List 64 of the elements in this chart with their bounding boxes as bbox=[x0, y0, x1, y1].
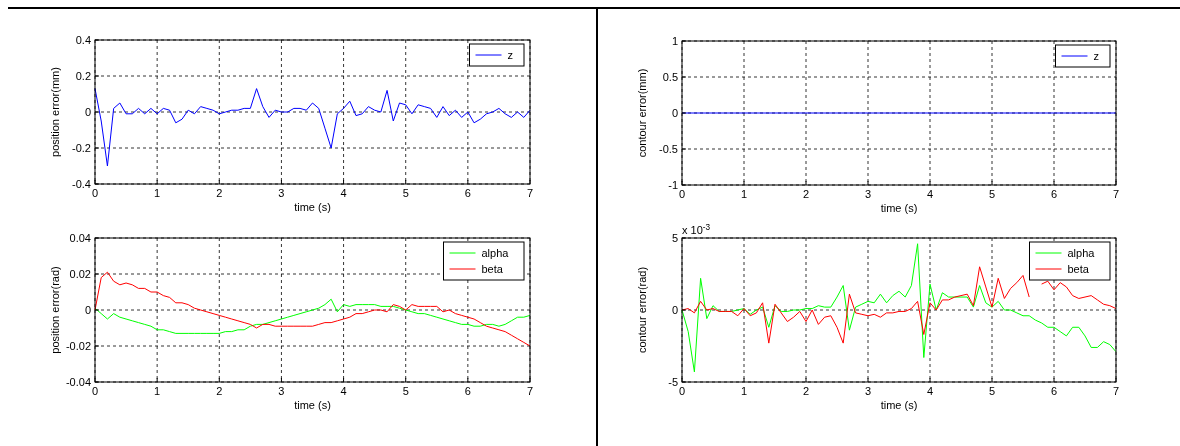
legend-label: beta bbox=[481, 263, 504, 275]
y-tick-label: -0.4 bbox=[72, 178, 91, 190]
x-tick-label: 3 bbox=[278, 385, 285, 397]
x-tick-label: 6 bbox=[1050, 385, 1058, 397]
x-tick-label: 3 bbox=[864, 188, 872, 200]
legend-label: alpha bbox=[481, 247, 510, 259]
y-axis-title: contour error(mm) bbox=[636, 68, 648, 158]
y-tick-label: 0 bbox=[84, 106, 91, 118]
y-tick-label: 0 bbox=[84, 304, 91, 316]
x-tick-label: 7 bbox=[526, 385, 534, 397]
y-tick-label: -5 bbox=[668, 376, 678, 388]
x-tick-label: 7 bbox=[1112, 385, 1120, 397]
y-tick-label: 1 bbox=[671, 35, 678, 47]
x-tick-label: 1 bbox=[740, 385, 748, 397]
x-tick-label: 3 bbox=[278, 187, 285, 199]
line-series bbox=[681, 243, 1117, 373]
x-tick-label: 1 bbox=[154, 385, 161, 397]
legend-label: z bbox=[507, 49, 513, 61]
y-tick-label: -1 bbox=[668, 179, 678, 191]
line-series bbox=[94, 271, 531, 347]
y-tick-label: 0 bbox=[671, 304, 678, 316]
y-tick-label: -0.04 bbox=[65, 376, 91, 388]
text: x 10$^{-3}$ bbox=[682, 222, 711, 236]
x-tick-label: 6 bbox=[464, 187, 471, 199]
x-tick-label: 5 bbox=[988, 188, 996, 200]
line-series bbox=[94, 88, 531, 167]
x-tick-label: 2 bbox=[216, 187, 223, 199]
y-tick-label: 0.4 bbox=[75, 34, 91, 46]
y-tick-label: -0.5 bbox=[659, 143, 678, 155]
y-tick-label: 5 bbox=[671, 232, 678, 244]
y-tick-label: 0.02 bbox=[69, 268, 91, 280]
y-tick-label: 0.04 bbox=[69, 232, 91, 244]
x-tick-label: 2 bbox=[216, 385, 223, 397]
x-axis-title: time (s) bbox=[294, 399, 331, 411]
x-tick-label: 7 bbox=[1112, 188, 1120, 200]
x-axis-title: time (s) bbox=[294, 201, 331, 213]
y-axis-title: position error(rad) bbox=[49, 266, 61, 354]
legend-label: z bbox=[1093, 50, 1099, 62]
x-tick-label: 6 bbox=[1050, 188, 1058, 200]
legend-label: beta bbox=[1067, 263, 1090, 275]
x-tick-label: 5 bbox=[402, 187, 409, 199]
x-tick-label: 1 bbox=[154, 187, 161, 199]
x-tick-label: 5 bbox=[402, 385, 409, 397]
x-tick-label: 4 bbox=[340, 187, 347, 199]
x-tick-label: 4 bbox=[926, 385, 934, 397]
x-tick-label: 1 bbox=[740, 188, 748, 200]
y-tick-label: 0.5 bbox=[662, 71, 678, 83]
x-tick-label: 4 bbox=[926, 188, 934, 200]
y-tick-label: -0.02 bbox=[65, 340, 91, 352]
x-tick-label: 3 bbox=[864, 385, 872, 397]
x-tick-label: 4 bbox=[340, 385, 347, 397]
x-tick-label: 5 bbox=[988, 385, 996, 397]
x-tick-label: 7 bbox=[526, 187, 534, 199]
y-tick-label: 0.2 bbox=[75, 70, 91, 82]
y-tick-label: 0 bbox=[671, 107, 678, 119]
x-tick-label: 6 bbox=[464, 385, 471, 397]
y-axis-title: contour error(rad) bbox=[636, 266, 648, 354]
y-tick-label: -0.2 bbox=[72, 142, 91, 154]
x-tick-label: 2 bbox=[802, 188, 810, 200]
x-axis-title: time (s) bbox=[880, 399, 918, 411]
x-tick-label: 2 bbox=[802, 385, 810, 397]
y-axis-title: position error(mm) bbox=[49, 67, 61, 157]
legend-label: alpha bbox=[1067, 247, 1096, 259]
x-axis-title: time (s) bbox=[880, 202, 918, 214]
